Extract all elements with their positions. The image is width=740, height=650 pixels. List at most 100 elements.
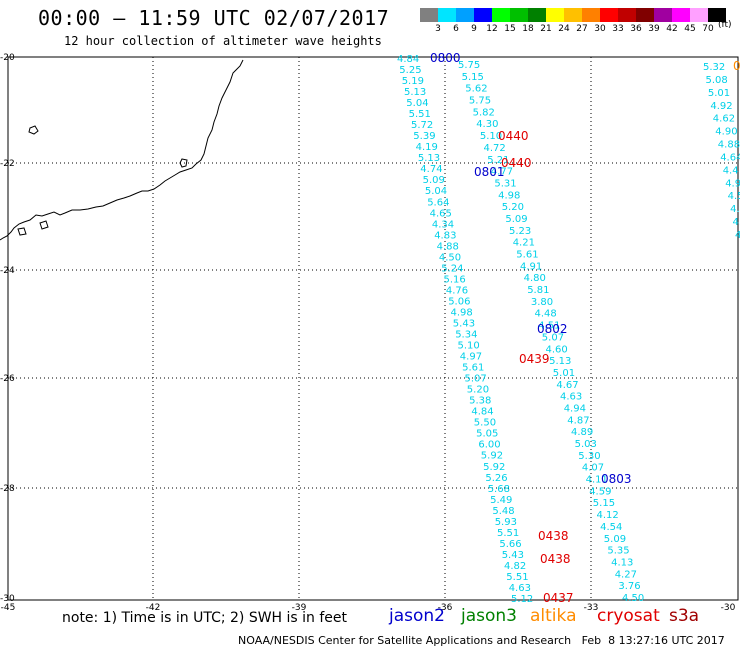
swh-value: 5.38 — [469, 396, 491, 407]
swh-value: 5.92 — [483, 462, 505, 473]
map-frame — [7, 56, 739, 601]
swh-value: 5.15 — [462, 72, 484, 83]
swh-value: 5.66 — [499, 539, 521, 550]
swh-value: 5.39 — [413, 131, 435, 142]
swh-value: 4.77 — [491, 167, 513, 178]
colorbar-level-label: 30 — [594, 24, 606, 34]
swh-value: 5.23 — [509, 226, 531, 237]
colorbar-level-label: 27 — [576, 24, 588, 34]
satellite-legend-item: s3a — [669, 606, 700, 626]
swh-value: 4.89 — [571, 427, 593, 438]
swh-value: 4.74 — [420, 164, 442, 175]
colorbar-swatch — [654, 8, 672, 22]
colorbar-swatch — [510, 8, 528, 22]
swh-value: 5.25 — [399, 65, 421, 76]
chart-title: 00:00 – 11:59 UTC 02/07/2017 — [38, 6, 390, 30]
swh-value: 4.19 — [416, 142, 438, 153]
colorbar-level-label: 45 — [684, 24, 696, 34]
colorbar-swatch — [420, 8, 438, 22]
colorbar-level-label: 12 — [486, 24, 498, 34]
swh-value: 5.43 — [502, 550, 524, 561]
swh-value: 4.07 — [582, 463, 604, 474]
swh-value: 5.51 — [409, 109, 431, 120]
swh-value: 5.07 — [542, 332, 564, 343]
colorbar-swatch — [456, 8, 474, 22]
swh-value: 4.60 — [546, 344, 568, 355]
latitude-label: -24 — [0, 266, 15, 276]
colorbar-level-label: 21 — [540, 24, 552, 34]
swh-value: 5.10 — [458, 341, 480, 352]
swh-value: 5.75 — [458, 60, 480, 71]
swh-value: 5.92 — [481, 451, 503, 462]
island — [179, 158, 188, 168]
swh-value: 5.64 — [427, 197, 449, 208]
swh-value: 5.06 — [448, 296, 470, 307]
colorbar-level-label: 33 — [612, 24, 624, 34]
swh-value: 5.16 — [444, 274, 466, 285]
swh-value: 5.04 — [425, 186, 447, 197]
pass-time-label: 0439 — [519, 352, 550, 366]
swh-value: 5.72 — [411, 120, 433, 131]
longitude-label: -39 — [292, 603, 307, 613]
colorbar-level-label: 6 — [453, 24, 459, 34]
colorbar-swatch — [474, 8, 492, 22]
colorbar-swatch — [438, 8, 456, 22]
pass-time-label: 0 — [733, 59, 740, 73]
swh-value: 5.08 — [706, 75, 728, 86]
swh-value: 4. — [730, 204, 740, 215]
colorbar-level-label: 9 — [471, 24, 477, 34]
pass-time-label: 0802 — [537, 322, 568, 336]
latitude-label: -30 — [0, 594, 15, 604]
swh-value: 4.11 — [586, 475, 608, 486]
swh-value: 5.62 — [465, 84, 487, 95]
swh-value: 6.00 — [478, 440, 500, 451]
swh-value: 5.21 — [487, 155, 509, 166]
swh-value: 5.07 — [465, 374, 487, 385]
swh-value: 4.4 — [723, 165, 739, 176]
swh-value: 4.30 — [476, 119, 498, 130]
swh-value: 4.98 — [451, 308, 473, 319]
swh-value: 4.64 — [720, 153, 740, 164]
pass-time-label: 0438 — [540, 552, 571, 566]
swh-value: 5.68 — [488, 484, 510, 495]
swh-value: 5.13 — [418, 153, 440, 164]
swh-value: 4.50 — [622, 593, 644, 604]
colorbar-swatch — [546, 8, 564, 22]
swh-value: 4.63 — [509, 583, 531, 594]
swh-value: 4.34 — [432, 219, 454, 230]
swh-value: 4.76 — [446, 285, 468, 296]
colorbar-level-label: 39 — [648, 24, 660, 34]
colorbar-level-label: 70 — [702, 24, 714, 34]
swh-value: 4.9 — [725, 178, 740, 189]
swh-value: 4.91 — [520, 261, 542, 272]
swh-value: 5.12 — [511, 594, 533, 605]
swh-value: 5.03 — [575, 439, 597, 450]
island — [39, 220, 49, 230]
pass-time-label: 0440 — [498, 129, 529, 143]
swh-value: 4.80 — [524, 273, 546, 284]
swh-value: 4.59 — [589, 486, 611, 497]
swh-value: 5.82 — [473, 107, 495, 118]
swh-value: 5.49 — [490, 495, 512, 506]
swh-value: 5.26 — [485, 473, 507, 484]
swh-value: 4.84 — [471, 407, 493, 418]
longitude-label: -42 — [146, 603, 161, 613]
latitude-label: -28 — [0, 484, 15, 494]
swh-value: 4.27 — [615, 569, 637, 580]
colorbar-swatch — [690, 8, 708, 22]
swh-value: 5.01 — [708, 88, 730, 99]
swh-value: 3.80 — [531, 297, 553, 308]
footer-credit: NOAA/NESDIS Center for Satellite Applica… — [238, 634, 725, 647]
swh-value: 4.87 — [567, 415, 589, 426]
swh-value: 4. — [733, 217, 740, 228]
colorbar-swatch — [564, 8, 582, 22]
swh-value: 5.61 — [462, 363, 484, 374]
pass-time-label: 0801 — [474, 165, 505, 179]
longitude-label: -36 — [438, 603, 453, 613]
longitude-label: -30 — [721, 603, 736, 613]
swh-value: 4.88 — [718, 140, 740, 151]
satellite-legend-item: jason3 — [461, 606, 517, 626]
swh-value: 5.09 — [423, 175, 445, 186]
swh-value: 3.76 — [618, 581, 640, 592]
swh-value: 5.15 — [593, 498, 615, 509]
